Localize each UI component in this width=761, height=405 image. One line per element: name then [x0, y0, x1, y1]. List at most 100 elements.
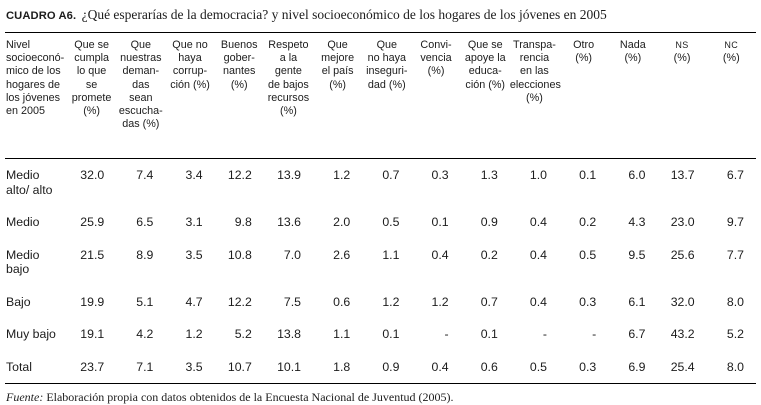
header-row: Nivel socioeconó- mico de los hogares de…	[5, 33, 756, 159]
cell-value: 32.0	[670, 294, 695, 309]
cell-value: 1.2	[185, 327, 203, 341]
cell-value: 12.2	[227, 168, 252, 182]
row-label: Muy bajo	[6, 327, 56, 341]
cell-value: 2.6	[333, 247, 351, 262]
cell-value: 9.7	[726, 215, 744, 229]
table-row: Medio alto/ alto 32.0 7.4 3.4 12.2 13.9 1.2 0.7…	[5, 159, 756, 207]
row-label: Medio bajo	[6, 247, 40, 277]
cell-value: 2.0	[333, 215, 351, 229]
cell-value: 19.9	[80, 294, 105, 309]
cell-value: 7.4	[136, 168, 154, 182]
cell-value: 5.2	[234, 327, 252, 341]
cell-value: 0.4	[431, 247, 449, 262]
cell-value: 0.4	[529, 247, 548, 262]
data-table: Nivel socioeconó- mico de los hogares de…	[5, 33, 756, 384]
cell-value: 6.7	[628, 327, 646, 341]
column-header: Que se apoye la educa- ción (%)	[460, 33, 510, 159]
row-dimension-header: Nivel socioeconó- mico de los hogares de…	[5, 33, 67, 159]
table-body: Medio alto/ alto 32.0 7.4 3.4 12.2 13.9 1.2 0.7…	[5, 159, 756, 384]
table-row: Muy bajo 19.1 4.2 1.2 5.2 13.8 1.1 0.1 - 0.1 - - 6.7…	[5, 318, 756, 351]
cell-value: 0.1	[579, 168, 597, 182]
cell-value: 0.4	[529, 294, 548, 309]
cell-value: 1.0	[529, 168, 548, 182]
column-header: Respeto a la gente de bajos recursos (%)	[263, 33, 314, 159]
source-text: Elaboración propia con datos obtenidos d…	[43, 390, 454, 404]
cell-value: 4.3	[628, 215, 646, 229]
cell-value: 7.5	[283, 294, 302, 309]
column-header: Convi- vencia (%)	[411, 33, 461, 159]
cell-value: 7.1	[136, 359, 154, 374]
cell-value: 13.8	[277, 327, 302, 341]
column-header: Que se cumpla lo que se promete (%)	[67, 33, 117, 159]
cell-value: 3.4	[185, 168, 203, 182]
column-header: Que nuestras deman- das sean escucha- da…	[116, 33, 166, 159]
cell-value: 8.9	[136, 247, 154, 262]
source-label: Fuente:	[6, 390, 44, 404]
cell-value: 5.1	[136, 294, 154, 309]
cell-value: 1.3	[480, 168, 498, 182]
cell-value: 25.6	[670, 247, 695, 262]
cell-value: 0.1	[431, 215, 449, 229]
cell-value: 0.6	[480, 359, 498, 374]
cell-value: 19.1	[80, 327, 105, 341]
cell-value: 7.0	[283, 247, 302, 262]
source-note: Fuente: Elaboración propia con datos obt…	[5, 390, 756, 405]
cell-value: 9.5	[628, 247, 646, 262]
row-label: Medio	[6, 215, 40, 229]
cell-value: 1.1	[333, 327, 351, 341]
cell-value: 0.4	[529, 215, 548, 229]
cell-value: 3.5	[185, 359, 203, 374]
cell-value: 0.2	[480, 247, 498, 262]
cell-value: -	[444, 327, 449, 341]
cell-value: 23.7	[80, 359, 105, 374]
cell-value: 13.6	[277, 215, 302, 229]
cell-value: 4.2	[136, 327, 154, 341]
row-label: Medio alto/ alto	[6, 168, 53, 197]
cell-value: 25.9	[80, 215, 105, 229]
table-row: Medio bajo 21.5 8.9 3.5 10.8 7.0 2.6 1.1 0.4 0.2 0…	[5, 239, 756, 286]
cell-value: 32.0	[80, 168, 105, 182]
column-header: NC (%)	[706, 33, 756, 159]
cell-value: 0.5	[382, 215, 400, 229]
table-title-text: ¿Qué esperarías de la democracia? y nive…	[81, 7, 607, 22]
column-header: NS (%)	[657, 33, 707, 159]
cell-value: 0.7	[480, 294, 498, 309]
column-header: Que no haya corrup- ción (%)	[165, 33, 215, 159]
cell-value: 6.1	[628, 294, 646, 309]
cell-value: 13.9	[277, 168, 302, 182]
cell-value: 0.9	[382, 359, 400, 374]
cell-value: 0.2	[579, 215, 597, 229]
cell-value: 1.8	[333, 359, 351, 374]
cell-value: 43.2	[670, 327, 695, 341]
cell-value: 6.9	[628, 359, 646, 374]
column-header: Buenos gober- nantes (%)	[214, 33, 264, 159]
table-row: Bajo 19.9 5.1 4.7 12.2 7.5 0.6 1.2 1.2 0.7 0.4 0.3 6…	[5, 286, 756, 319]
cell-value: 10.1	[277, 359, 302, 374]
cell-value: -	[592, 327, 597, 341]
cell-value: 7.7	[726, 247, 744, 262]
cell-value: 12.2	[227, 294, 252, 309]
cell-value: 1.2	[333, 168, 351, 182]
cell-value: 10.8	[227, 247, 252, 262]
cell-value: 5.2	[726, 327, 744, 341]
cell-value: 0.5	[529, 359, 548, 374]
cell-value: 0.1	[480, 327, 498, 341]
column-header: Nada (%)	[608, 33, 658, 159]
cell-value: 0.1	[382, 327, 400, 341]
cell-value: 13.7	[670, 168, 695, 182]
row-label: Total	[6, 359, 32, 374]
column-header: Que no haya inseguri- dad (%)	[362, 33, 412, 159]
cell-value: 0.9	[480, 215, 498, 229]
cell-value: 6.0	[628, 168, 646, 182]
cell-value: 8.0	[726, 294, 744, 309]
table-header: Nivel socioeconó- mico de los hogares de…	[5, 33, 756, 159]
cell-value: 0.5	[579, 247, 597, 262]
cell-value: 0.4	[431, 359, 449, 374]
column-header: Otro (%)	[559, 33, 609, 159]
cell-value: 10.7	[227, 359, 252, 374]
cell-value: 21.5	[80, 247, 105, 262]
cell-value: 3.5	[185, 247, 203, 262]
table-row: Medio 25.9 6.5 3.1 9.8 13.6 2.0 0.5 0.1 0.9 0.4 0.2…	[5, 206, 756, 239]
cell-value: 4.7	[185, 294, 203, 309]
